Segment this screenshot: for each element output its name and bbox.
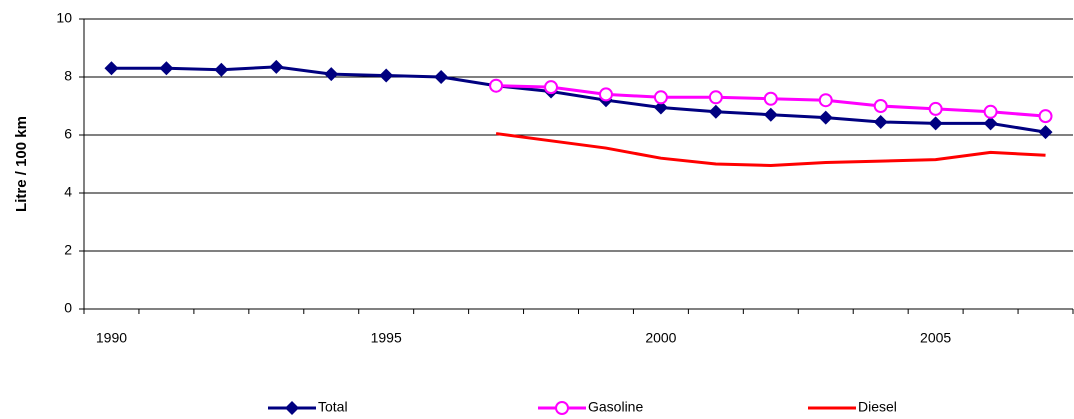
data-point bbox=[928, 116, 943, 131]
legend-marker bbox=[555, 401, 569, 415]
y-tick-label: 6 bbox=[64, 126, 72, 142]
data-point bbox=[653, 90, 668, 105]
data-point bbox=[983, 104, 998, 119]
y-tick-label: 4 bbox=[64, 184, 72, 200]
data-point bbox=[983, 116, 998, 131]
data-point bbox=[763, 107, 778, 122]
x-tick-label: 1990 bbox=[96, 330, 127, 346]
data-point bbox=[269, 59, 284, 74]
legend-label: Total bbox=[318, 399, 348, 415]
legend-label: Diesel bbox=[858, 399, 897, 415]
data-point bbox=[1038, 125, 1053, 140]
data-point bbox=[214, 62, 229, 77]
data-point bbox=[708, 104, 723, 119]
data-point bbox=[159, 61, 174, 76]
data-point bbox=[653, 100, 668, 115]
data-point bbox=[544, 80, 559, 95]
data-point bbox=[873, 99, 888, 113]
data-point bbox=[928, 101, 943, 116]
y-tick-label: 10 bbox=[56, 10, 72, 26]
data-point bbox=[708, 90, 723, 105]
data-point bbox=[324, 67, 339, 82]
legend-marker bbox=[285, 401, 299, 415]
data-point bbox=[598, 87, 613, 102]
x-tick-label: 2000 bbox=[645, 330, 676, 346]
data-point bbox=[1038, 109, 1053, 124]
data-point bbox=[873, 114, 888, 129]
data-point bbox=[379, 68, 394, 83]
y-axis-label: Litre / 100 km bbox=[13, 116, 30, 212]
x-tick-label: 1995 bbox=[371, 330, 402, 346]
data-point bbox=[818, 110, 833, 125]
series-line bbox=[111, 65, 1046, 134]
data-point bbox=[489, 78, 504, 93]
y-tick-label: 0 bbox=[64, 300, 72, 316]
x-tick-label: 2005 bbox=[920, 330, 951, 346]
data-point bbox=[818, 93, 833, 108]
y-tick-label: 8 bbox=[64, 68, 72, 84]
data-point bbox=[763, 91, 778, 106]
data-point bbox=[104, 61, 119, 76]
y-tick-label: 2 bbox=[64, 242, 72, 258]
series-line bbox=[495, 132, 1046, 167]
data-point bbox=[434, 70, 449, 84]
legend-label: Gasoline bbox=[588, 399, 643, 415]
